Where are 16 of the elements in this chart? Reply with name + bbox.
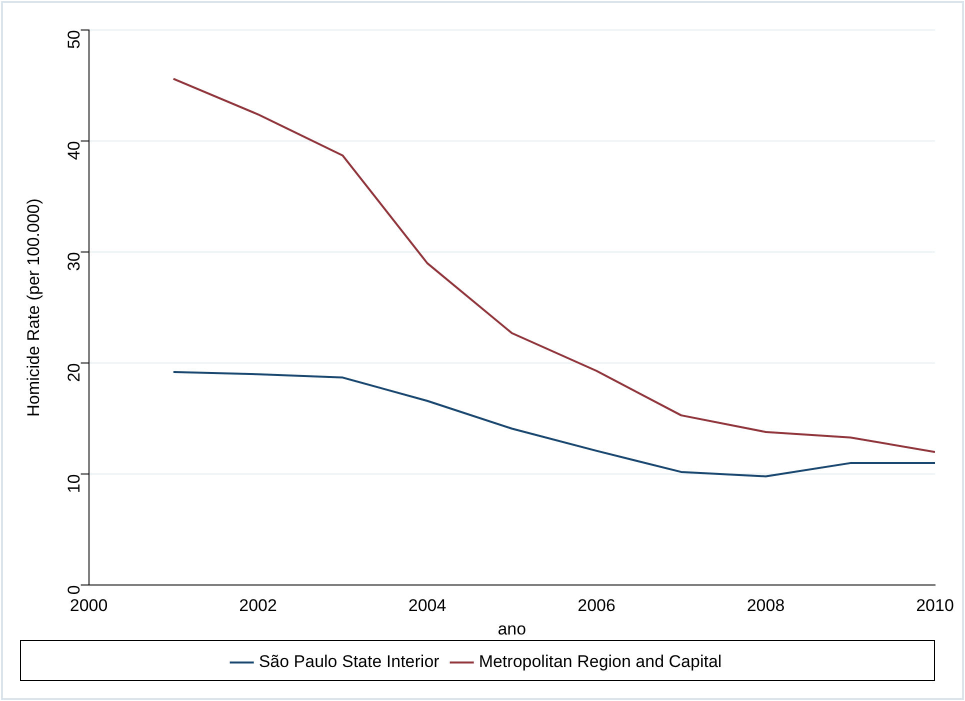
x-tick-label: 2006	[578, 596, 616, 616]
legend-label: São Paulo State Interior	[258, 652, 440, 672]
y-tick-label: 20	[64, 363, 84, 382]
y-tick-label: 10	[64, 474, 84, 494]
y-tick-label: 30	[64, 252, 84, 271]
y-tick-label: 50	[64, 30, 84, 49]
x-tick-label: 2000	[70, 596, 108, 616]
x-tick-label: 2002	[239, 596, 277, 616]
legend-label: Metropolitan Region and Capital	[478, 652, 722, 672]
x-tick-label: 2004	[408, 596, 446, 616]
y-axis-title: Homicide Rate (per 100.000)	[24, 198, 43, 417]
x-tick-label: 2008	[746, 596, 785, 616]
y-tick-label: 0	[64, 585, 84, 595]
y-tick-label: 40	[64, 141, 84, 160]
x-tick-label: 2010	[916, 596, 954, 616]
x-axis-title: ano	[498, 619, 526, 638]
